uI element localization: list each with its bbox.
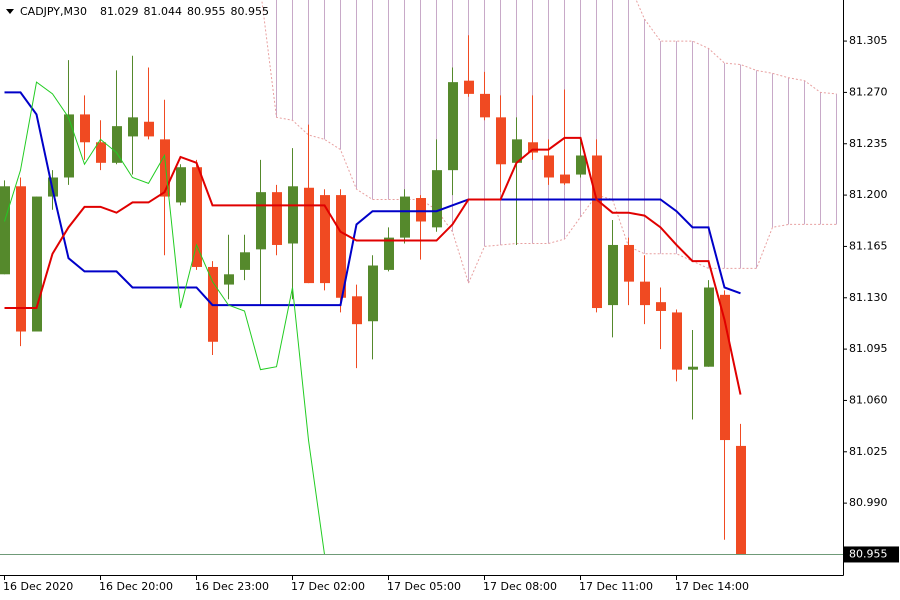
candle-body [656,302,666,311]
candle-body [192,167,202,267]
candle-body [624,244,634,282]
candle-body [512,139,522,163]
candle-body [576,155,586,175]
plot-area [0,0,843,555]
candle-body [112,126,122,163]
ohlc-value: 81.044 [144,5,183,18]
candle-body [416,198,426,222]
y-tick-label: 81.025 [849,445,888,458]
indicator-line [4,136,742,395]
candle-body [640,281,650,306]
candle-body [176,167,186,203]
candle-body [144,121,154,137]
candle-body [384,237,394,270]
candle-body [704,287,714,367]
cloud-span-a [261,0,837,285]
ohlc-value: 80.955 [231,5,270,18]
candle-body [688,366,698,370]
candle-body [224,274,234,285]
indicator-line [4,91,741,307]
y-tick-label: 81.235 [849,137,888,150]
current-price-label: 80.955 [849,547,888,560]
candle-body [528,142,538,153]
x-tick-label: 17 Dec 05:00 [387,580,461,593]
candle-body [368,265,378,322]
y-tick-label: 81.130 [849,291,888,304]
candle-body [464,80,474,94]
x-tick-label: 17 Dec 11:00 [579,580,653,593]
indicator-line [4,81,325,555]
candle-body [240,252,250,270]
ohlc-header: 81.029 81.044 80.955 80.955 [100,5,269,18]
candle-body [80,114,90,143]
x-tick-label: 17 Dec 14:00 [675,580,749,593]
candle-body [672,312,682,370]
candle-body [272,192,282,245]
candle-body [64,114,74,178]
header-arrow [6,9,14,14]
x-tick-label: 17 Dec 08:00 [483,580,557,593]
y-tick-label: 81.270 [849,85,888,98]
x-tick-label: 16 Dec 23:00 [195,580,269,593]
candle-body [560,174,570,184]
candle-body [720,294,730,441]
candle-body [16,186,26,332]
ohlc-value: 81.029 [100,5,139,18]
x-tick-label: 16 Dec 2020 [3,580,73,593]
candle-body [736,445,746,555]
candle-body [400,196,410,238]
candle-body [448,82,458,171]
candle-body [480,93,490,118]
candle-body [320,195,330,284]
candle-body [352,296,362,325]
candle-body [592,155,602,309]
y-tick-label: 81.165 [849,239,888,252]
candle-body [96,142,106,163]
candle-body [496,117,506,165]
candle-body [128,117,138,137]
candle-body [544,155,554,178]
ohlc-value: 80.955 [187,5,226,18]
y-tick-label: 81.095 [849,342,888,355]
candle-body [32,196,42,332]
y-tick-label: 80.990 [849,496,888,509]
candle-body [288,186,298,244]
candle-body [608,244,618,306]
x-tick-label: 17 Dec 02:00 [291,580,365,593]
current-price-tag [844,546,899,563]
symbol: CADJPY,M30 [20,5,87,18]
candle-body [432,170,442,228]
axes: 81.305 81.270 81.235 81.200 81.165 81.130 81.0… [3,34,899,593]
candle-body [160,139,170,197]
candle-body [256,192,266,250]
y-tick-label: 81.060 [849,393,888,406]
candle-body [0,186,10,275]
x-tick-label: 16 Dec 20:00 [99,580,173,593]
candle-body [304,187,314,284]
y-tick-label: 81.200 [849,188,888,201]
candle-body [336,195,346,298]
y-tick-label: 81.305 [849,34,888,47]
